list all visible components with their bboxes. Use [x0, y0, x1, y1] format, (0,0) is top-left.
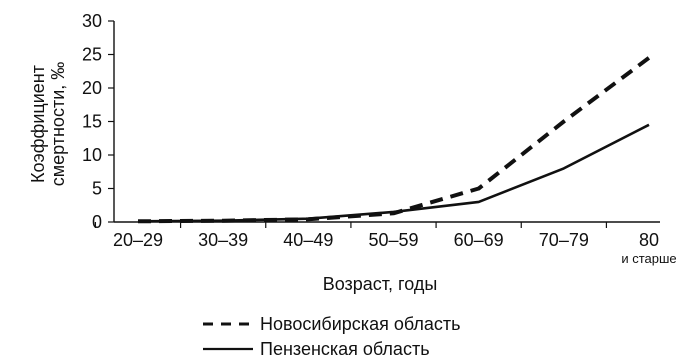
y-tick-label: 25: [82, 45, 102, 65]
y-tick-label: 10: [82, 145, 102, 165]
y-tick-label: 30: [82, 11, 102, 31]
y-tick-label: 20: [82, 78, 102, 98]
x-tick-sublabel: и старше: [621, 251, 676, 266]
y-axis-title-line-2: смертности, ‰: [48, 62, 68, 187]
axes: [113, 21, 660, 223]
x-tick-label: 50–59: [368, 230, 418, 250]
y-axis-title: Коэффициент смертности, ‰: [28, 62, 68, 187]
x-axis-ticks: 20–29 30–39 40–49 50–59 60–69 70–79 80и старше: [94, 222, 677, 266]
legend-item: Пензенская область: [203, 339, 430, 359]
x-tick-label: 40–49: [283, 230, 333, 250]
x-tick-label: 80: [639, 230, 659, 250]
y-tick-label: 5: [92, 179, 102, 199]
legend-item: Новосибирская область: [203, 314, 461, 334]
x-axis-title: Возраст, годы: [323, 274, 438, 294]
legend-label: Новосибирская область: [260, 314, 461, 334]
series-layer: [137, 56, 651, 224]
y-tick-label: 15: [82, 112, 102, 132]
y-tick-label: 0: [92, 212, 102, 232]
x-tick-label: 60–69: [454, 230, 504, 250]
y-axis-ticks: 0 5 10 15 20 25 30: [82, 11, 114, 232]
y-axis-title-line-1: Коэффициент: [28, 65, 48, 183]
x-tick-label: 70–79: [539, 230, 589, 250]
x-tick-label: 20–29: [113, 230, 163, 250]
legend: Новосибирская область Пензенская область: [203, 314, 461, 359]
x-tick-label: 30–39: [198, 230, 248, 250]
series-line-2: [137, 123, 650, 223]
series-line-1: [137, 56, 651, 224]
legend-label: Пензенская область: [260, 339, 430, 359]
